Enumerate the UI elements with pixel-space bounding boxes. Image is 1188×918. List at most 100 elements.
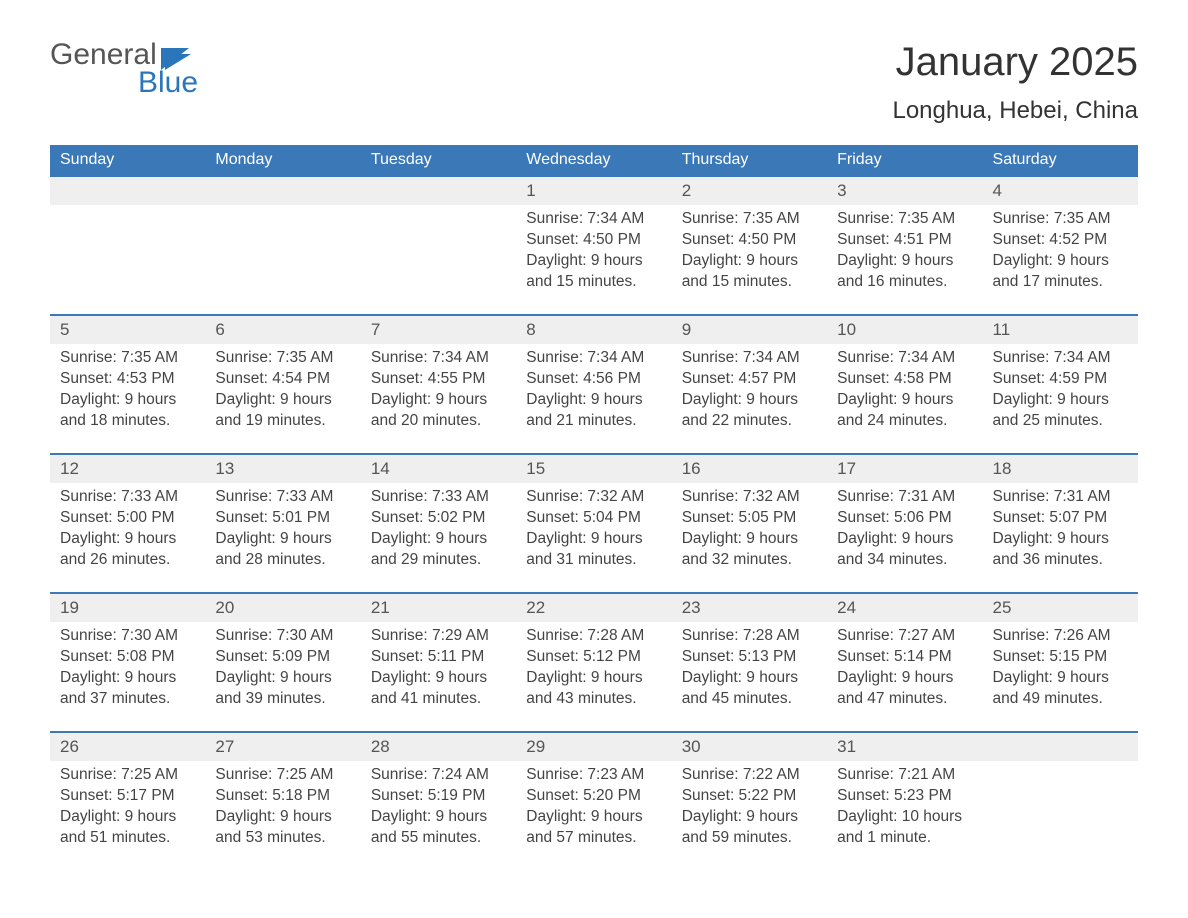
- day-number-cell: [361, 176, 516, 205]
- daylight-text: Daylight: 9 hours: [371, 807, 506, 828]
- daylight-text: Daylight: 9 hours: [837, 251, 972, 272]
- daylight-text: and 51 minutes.: [60, 828, 195, 849]
- sunrise-text: Sunrise: 7:27 AM: [837, 626, 972, 647]
- calendar-table: Sunday Monday Tuesday Wednesday Thursday…: [50, 145, 1138, 871]
- day-number-cell: 8: [516, 315, 671, 344]
- day-number-cell: 25: [983, 593, 1138, 622]
- weekday-header: Saturday: [983, 145, 1138, 176]
- daylight-text: and 36 minutes.: [993, 550, 1128, 571]
- daylight-text: and 45 minutes.: [682, 689, 817, 710]
- sunset-text: Sunset: 5:00 PM: [60, 508, 195, 529]
- sunset-text: Sunset: 5:15 PM: [993, 647, 1128, 668]
- day-content-cell: Sunrise: 7:26 AMSunset: 5:15 PMDaylight:…: [983, 622, 1138, 732]
- day-number: 25: [993, 598, 1012, 617]
- day-number: 5: [60, 320, 69, 339]
- day-number: 31: [837, 737, 856, 756]
- daylight-text: and 53 minutes.: [215, 828, 350, 849]
- daylight-text: Daylight: 9 hours: [371, 529, 506, 550]
- day-content-row: Sunrise: 7:30 AMSunset: 5:08 PMDaylight:…: [50, 622, 1138, 732]
- day-number-cell: 12: [50, 454, 205, 483]
- sunrise-text: Sunrise: 7:32 AM: [682, 487, 817, 508]
- daylight-text: and 49 minutes.: [993, 689, 1128, 710]
- sunset-text: Sunset: 4:53 PM: [60, 369, 195, 390]
- daylight-text: and 20 minutes.: [371, 411, 506, 432]
- daylight-text: Daylight: 9 hours: [215, 807, 350, 828]
- day-number-cell: 28: [361, 732, 516, 761]
- day-content-cell: [983, 761, 1138, 871]
- day-number-cell: 16: [672, 454, 827, 483]
- day-content-row: Sunrise: 7:34 AMSunset: 4:50 PMDaylight:…: [50, 205, 1138, 315]
- day-content-cell: Sunrise: 7:33 AMSunset: 5:01 PMDaylight:…: [205, 483, 360, 593]
- day-number: 18: [993, 459, 1012, 478]
- daylight-text: and 39 minutes.: [215, 689, 350, 710]
- sunset-text: Sunset: 5:09 PM: [215, 647, 350, 668]
- day-content-cell: Sunrise: 7:33 AMSunset: 5:02 PMDaylight:…: [361, 483, 516, 593]
- day-number-cell: [50, 176, 205, 205]
- sunset-text: Sunset: 5:12 PM: [526, 647, 661, 668]
- day-number: 23: [682, 598, 701, 617]
- daylight-text: Daylight: 9 hours: [682, 529, 817, 550]
- daylight-text: and 31 minutes.: [526, 550, 661, 571]
- sunset-text: Sunset: 4:54 PM: [215, 369, 350, 390]
- day-number: 7: [371, 320, 380, 339]
- day-number: 4: [993, 181, 1002, 200]
- day-number-cell: 14: [361, 454, 516, 483]
- day-content-cell: Sunrise: 7:35 AMSunset: 4:52 PMDaylight:…: [983, 205, 1138, 315]
- day-number-cell: 27: [205, 732, 360, 761]
- sunrise-text: Sunrise: 7:34 AM: [526, 209, 661, 230]
- day-content-cell: Sunrise: 7:30 AMSunset: 5:09 PMDaylight:…: [205, 622, 360, 732]
- daylight-text: Daylight: 9 hours: [993, 529, 1128, 550]
- sunrise-text: Sunrise: 7:34 AM: [371, 348, 506, 369]
- day-content-cell: Sunrise: 7:25 AMSunset: 5:18 PMDaylight:…: [205, 761, 360, 871]
- weekday-header: Monday: [205, 145, 360, 176]
- calendar-body: 1234Sunrise: 7:34 AMSunset: 4:50 PMDayli…: [50, 176, 1138, 871]
- sunset-text: Sunset: 5:02 PM: [371, 508, 506, 529]
- daylight-text: and 37 minutes.: [60, 689, 195, 710]
- daylight-text: Daylight: 9 hours: [60, 668, 195, 689]
- day-number: 29: [526, 737, 545, 756]
- sunrise-text: Sunrise: 7:23 AM: [526, 765, 661, 786]
- sunrise-text: Sunrise: 7:30 AM: [60, 626, 195, 647]
- sunset-text: Sunset: 4:59 PM: [993, 369, 1128, 390]
- sunset-text: Sunset: 5:06 PM: [837, 508, 972, 529]
- logo: General Blue: [50, 40, 198, 98]
- weekday-header: Tuesday: [361, 145, 516, 176]
- day-number-cell: 6: [205, 315, 360, 344]
- day-number-row: 1234: [50, 176, 1138, 205]
- sunrise-text: Sunrise: 7:34 AM: [682, 348, 817, 369]
- day-content-cell: Sunrise: 7:23 AMSunset: 5:20 PMDaylight:…: [516, 761, 671, 871]
- sunrise-text: Sunrise: 7:24 AM: [371, 765, 506, 786]
- sunset-text: Sunset: 5:08 PM: [60, 647, 195, 668]
- day-content-cell: Sunrise: 7:33 AMSunset: 5:00 PMDaylight:…: [50, 483, 205, 593]
- day-number-cell: 11: [983, 315, 1138, 344]
- title-block: January 2025 Longhua, Hebei, China: [892, 40, 1138, 125]
- day-number: 28: [371, 737, 390, 756]
- day-number-cell: 19: [50, 593, 205, 622]
- daylight-text: and 28 minutes.: [215, 550, 350, 571]
- daylight-text: and 25 minutes.: [993, 411, 1128, 432]
- daylight-text: and 1 minute.: [837, 828, 972, 849]
- weekday-header: Friday: [827, 145, 982, 176]
- sunset-text: Sunset: 4:57 PM: [682, 369, 817, 390]
- sunset-text: Sunset: 5:19 PM: [371, 786, 506, 807]
- day-number-cell: 17: [827, 454, 982, 483]
- day-number: 14: [371, 459, 390, 478]
- daylight-text: Daylight: 9 hours: [371, 668, 506, 689]
- day-number-row: 262728293031: [50, 732, 1138, 761]
- location: Longhua, Hebei, China: [892, 97, 1138, 125]
- sunset-text: Sunset: 5:17 PM: [60, 786, 195, 807]
- daylight-text: Daylight: 9 hours: [526, 529, 661, 550]
- sunrise-text: Sunrise: 7:28 AM: [682, 626, 817, 647]
- daylight-text: and 59 minutes.: [682, 828, 817, 849]
- sunrise-text: Sunrise: 7:25 AM: [215, 765, 350, 786]
- day-number-cell: 26: [50, 732, 205, 761]
- day-content-cell: Sunrise: 7:32 AMSunset: 5:05 PMDaylight:…: [672, 483, 827, 593]
- sunrise-text: Sunrise: 7:34 AM: [993, 348, 1128, 369]
- weekday-header-row: Sunday Monday Tuesday Wednesday Thursday…: [50, 145, 1138, 176]
- day-content-cell: Sunrise: 7:32 AMSunset: 5:04 PMDaylight:…: [516, 483, 671, 593]
- day-content-cell: Sunrise: 7:21 AMSunset: 5:23 PMDaylight:…: [827, 761, 982, 871]
- sunset-text: Sunset: 5:07 PM: [993, 508, 1128, 529]
- day-content-cell: Sunrise: 7:34 AMSunset: 4:57 PMDaylight:…: [672, 344, 827, 454]
- daylight-text: Daylight: 9 hours: [993, 390, 1128, 411]
- sunset-text: Sunset: 5:13 PM: [682, 647, 817, 668]
